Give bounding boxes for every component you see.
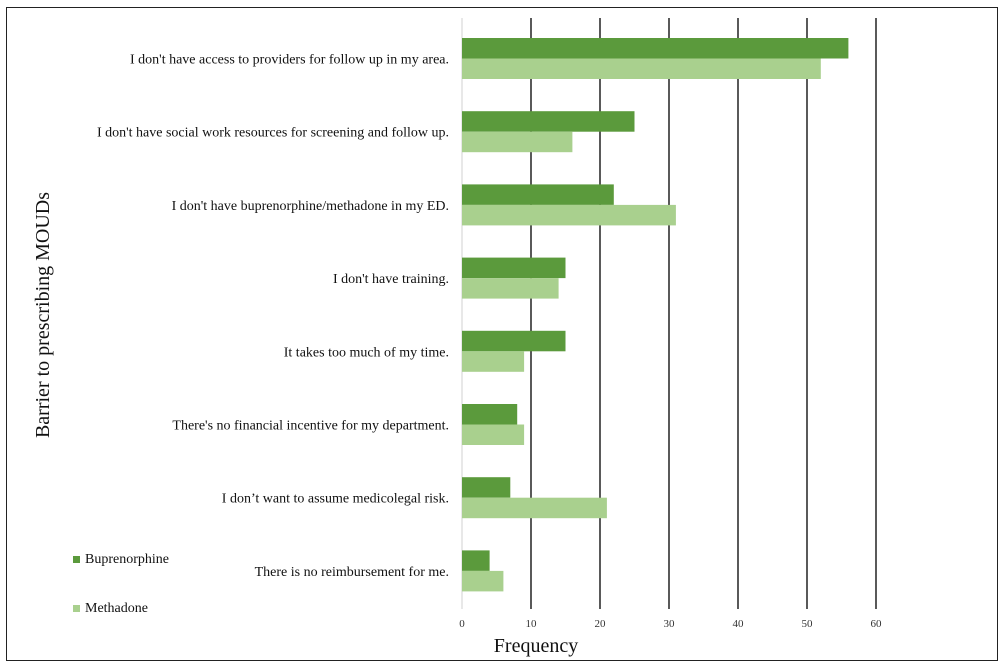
legend: Buprenorphine Methadone [73, 552, 169, 616]
bar-buprenorphine [462, 477, 511, 498]
category-label: I don't have social work resources for s… [97, 126, 449, 141]
category-label: There's no financial incentive for my de… [172, 419, 449, 434]
legend-swatch-buprenorphine [73, 556, 80, 563]
x-axis-title: Frequency [494, 635, 578, 657]
bar-buprenorphine [462, 404, 518, 425]
bar-buprenorphine [462, 330, 566, 352]
bar-methadone [462, 278, 559, 299]
bar-buprenorphine [462, 184, 614, 205]
bar-buprenorphine [462, 550, 490, 571]
x-tick-labels: 0 10 20 30 40 50 60 [459, 618, 882, 630]
x-tick-label: 10 [526, 618, 538, 630]
legend-swatch-methadone [73, 605, 80, 612]
bar-methadone [462, 351, 525, 372]
x-tick-label: 0 [459, 618, 465, 630]
bars [462, 38, 849, 592]
bar-methadone [462, 570, 504, 592]
x-tick-label: 20 [595, 618, 607, 630]
chart-frame [6, 7, 998, 661]
category-label: I don't have access to providers for fol… [130, 53, 449, 68]
gridlines [461, 18, 877, 609]
y-axis-title: Barrier to prescribing MOUDs [32, 192, 54, 438]
legend-label: Methadone [85, 601, 148, 616]
bar-methadone [462, 497, 607, 519]
category-label: I don't have training. [333, 272, 449, 287]
category-label: It takes too much of my time. [284, 345, 449, 360]
bar-methadone [462, 58, 821, 79]
x-tick-label: 40 [733, 618, 745, 630]
bar-buprenorphine [462, 257, 566, 279]
category-label: I don't have buprenorphine/methadone in … [172, 199, 449, 214]
bar-methadone [462, 204, 676, 226]
x-tick-label: 60 [871, 618, 883, 630]
category-labels: I don't have access to providers for fol… [97, 53, 449, 580]
bar-methadone [462, 131, 573, 153]
legend-label: Buprenorphine [85, 552, 169, 567]
category-label: I don’t want to assume medicolegal risk. [222, 492, 449, 507]
x-tick-label: 30 [664, 618, 676, 630]
bar-methadone [462, 424, 525, 445]
bar-buprenorphine [462, 111, 635, 132]
category-label: There is no reimbursement for me. [255, 565, 449, 580]
x-tick-label: 50 [802, 618, 814, 630]
bar-buprenorphine [462, 38, 849, 59]
